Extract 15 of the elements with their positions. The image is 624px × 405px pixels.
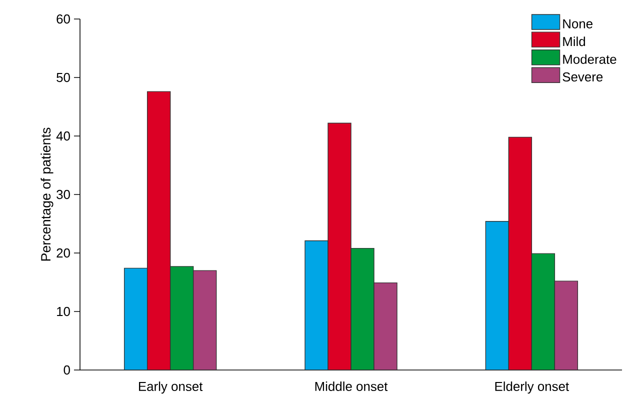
y-tick-label: 30 — [56, 190, 70, 200]
legend-label: Severe — [562, 72, 603, 82]
legend-label: Mild — [563, 36, 586, 46]
y-tick-label: 0 — [64, 365, 70, 375]
y-tick-label: 40 — [56, 131, 70, 141]
y-tick-label: 10 — [57, 306, 70, 316]
legend-label: None — [563, 19, 592, 28]
y-tick-label: 20 — [56, 248, 70, 258]
x-tick-label: Early onset — [139, 382, 203, 394]
y-tick-label: 50 — [56, 72, 70, 82]
x-tick-label: Elderly onset — [495, 382, 569, 394]
y-tick-label: 60 — [56, 14, 70, 24]
y-axis-title: Percentage of patients — [40, 128, 54, 261]
x-tick-label: Middle onset — [315, 382, 388, 392]
legend-label: Moderate — [563, 54, 616, 64]
